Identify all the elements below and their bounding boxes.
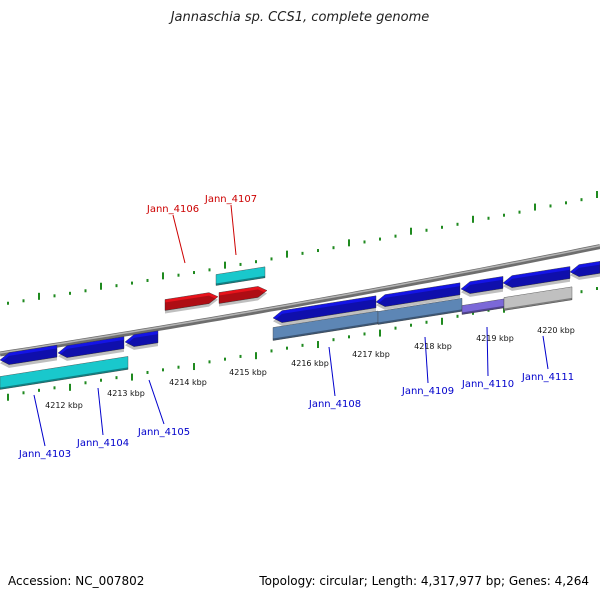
label-leader-lines bbox=[33, 204, 549, 447]
jann-4108-label: Jann_4108 bbox=[308, 399, 361, 410]
gene-arrow-jann-4111 bbox=[502, 266, 571, 291]
backbone-highlight bbox=[0, 244, 600, 354]
jann-4106-label: Jann_4106 bbox=[146, 204, 199, 215]
gene-arrow-jann-4110-shade bbox=[461, 279, 503, 297]
genome-backbone bbox=[0, 244, 600, 357]
jann-4110-label: Jann_4110 bbox=[461, 379, 514, 390]
cds-bar-jann-4111 bbox=[503, 286, 573, 311]
cds-bar-jann-4104-edge bbox=[0, 367, 129, 390]
kbp-label: 4219 kbp bbox=[476, 334, 514, 343]
gene-arrow-jann-4108-body bbox=[272, 295, 377, 323]
gene-arrow-next bbox=[569, 261, 600, 280]
kbp-label: 4215 kbp bbox=[229, 368, 267, 377]
jann-4111-label: Jann_4111 bbox=[521, 372, 574, 383]
jann-4106-leader bbox=[172, 214, 186, 264]
gene-arrow-next-shade bbox=[570, 264, 600, 280]
gene-arrow-jann-4108 bbox=[272, 295, 377, 326]
cds-bar-jann-4110 bbox=[461, 298, 505, 315]
gene-arrow-jann-4109 bbox=[375, 282, 461, 310]
kbp-label: 4212 kbp bbox=[45, 401, 83, 410]
gene-arrow-jann-4107-body bbox=[218, 286, 268, 304]
accession-text: Accession: NC_007802 bbox=[8, 574, 145, 588]
jann-4107-label: Jann_4107 bbox=[204, 194, 257, 205]
cds-bar-jann-4104-body bbox=[0, 356, 129, 390]
backbone-track bbox=[0, 244, 600, 357]
cds-bar-jann-4104 bbox=[0, 356, 129, 390]
gene-arrow-jann-4107 bbox=[218, 286, 268, 307]
jann-4103-label: Jann_4103 bbox=[18, 449, 71, 460]
gene-arrow-jann-4111-body bbox=[502, 266, 571, 288]
cds-bar-jann-4108-edge bbox=[272, 322, 379, 341]
cds-bar-jann-4107-edge bbox=[215, 275, 266, 286]
jann-4110-leader bbox=[486, 326, 489, 377]
gene-arrow-jann-4108-shade bbox=[273, 299, 376, 326]
gene-labels: Jann_4103 Jann_4104 Jann_4105 Jann_4106 Jann… bbox=[18, 194, 574, 460]
kbp-label: 4220 kbp bbox=[537, 326, 575, 335]
kbp-label: 4214 kbp bbox=[169, 378, 207, 387]
gene-arrow-jann-4107-shade bbox=[219, 289, 267, 307]
jann-4105-leader bbox=[148, 379, 165, 425]
kbp-label: 4217 kbp bbox=[352, 350, 390, 359]
gene-arrow-jann-4104 bbox=[57, 336, 125, 361]
jann-4104-leader bbox=[97, 387, 104, 436]
kbp-label: 4213 kbp bbox=[107, 389, 145, 398]
jann-4109-label: Jann_4109 bbox=[401, 386, 454, 397]
cds-bar-jann-4111-edge bbox=[503, 297, 573, 311]
gene-arrow-jann-4103-shade bbox=[0, 348, 57, 368]
gene-arrow-jann-4110-body bbox=[460, 276, 504, 294]
jann-4108-leader bbox=[328, 346, 336, 397]
gene-arrow-jann-4105 bbox=[124, 330, 159, 350]
gene-arrow-jann-4110 bbox=[460, 276, 504, 297]
gene-arrow-next-body bbox=[569, 261, 600, 277]
gene-features bbox=[0, 261, 600, 390]
kbp-label: 4218 kbp bbox=[414, 342, 452, 351]
gene-arrow-jann-4104-shade bbox=[58, 339, 124, 361]
outer-tick-ring bbox=[7, 191, 598, 305]
gene-arrow-jann-4111-shade bbox=[503, 269, 570, 291]
cds-bar-jann-4107 bbox=[215, 266, 266, 286]
jann-4109-leader bbox=[424, 336, 429, 384]
jann-4103-leader bbox=[33, 394, 46, 447]
cds-bar-jann-4107-body bbox=[215, 266, 266, 286]
genome-title: Jannaschia sp. CCS1, complete genome bbox=[170, 10, 430, 25]
jann-4107-leader bbox=[230, 204, 237, 256]
gene-arrow-jann-4103 bbox=[0, 344, 58, 368]
jann-4104-label: Jann_4104 bbox=[76, 438, 129, 449]
gene-arrow-jann-4106 bbox=[164, 292, 219, 314]
kbp-scale-labels: 4212 kbp 4213 kbp 4214 kbp 4215 kbp 4216 kbp… bbox=[45, 326, 575, 410]
genome-summary-text: Topology: circular; Length: 4,317,977 bp… bbox=[259, 574, 589, 588]
cds-bar-jann-4110-edge bbox=[461, 305, 505, 315]
gene-arrow-jann-4109-shade bbox=[376, 286, 460, 310]
jann-4111-leader bbox=[542, 335, 549, 370]
kbp-label: 4216 kbp bbox=[291, 359, 329, 368]
gene-arrow-jann-4103-body bbox=[0, 344, 58, 365]
cds-bar-jann-4111-body bbox=[503, 286, 573, 311]
gene-arrow-jann-4104-body bbox=[57, 336, 125, 358]
jann-4105-label: Jann_4105 bbox=[137, 427, 190, 438]
gene-arrow-jann-4105-shade bbox=[125, 334, 158, 350]
gene-arrow-jann-4105-body bbox=[124, 330, 159, 347]
gene-arrow-jann-4106-shade bbox=[165, 295, 218, 314]
cds-bar-jann-4109-edge bbox=[377, 309, 463, 325]
gene-arrow-jann-4109-body bbox=[375, 282, 461, 307]
gene-arrow-jann-4106-body bbox=[164, 292, 219, 311]
